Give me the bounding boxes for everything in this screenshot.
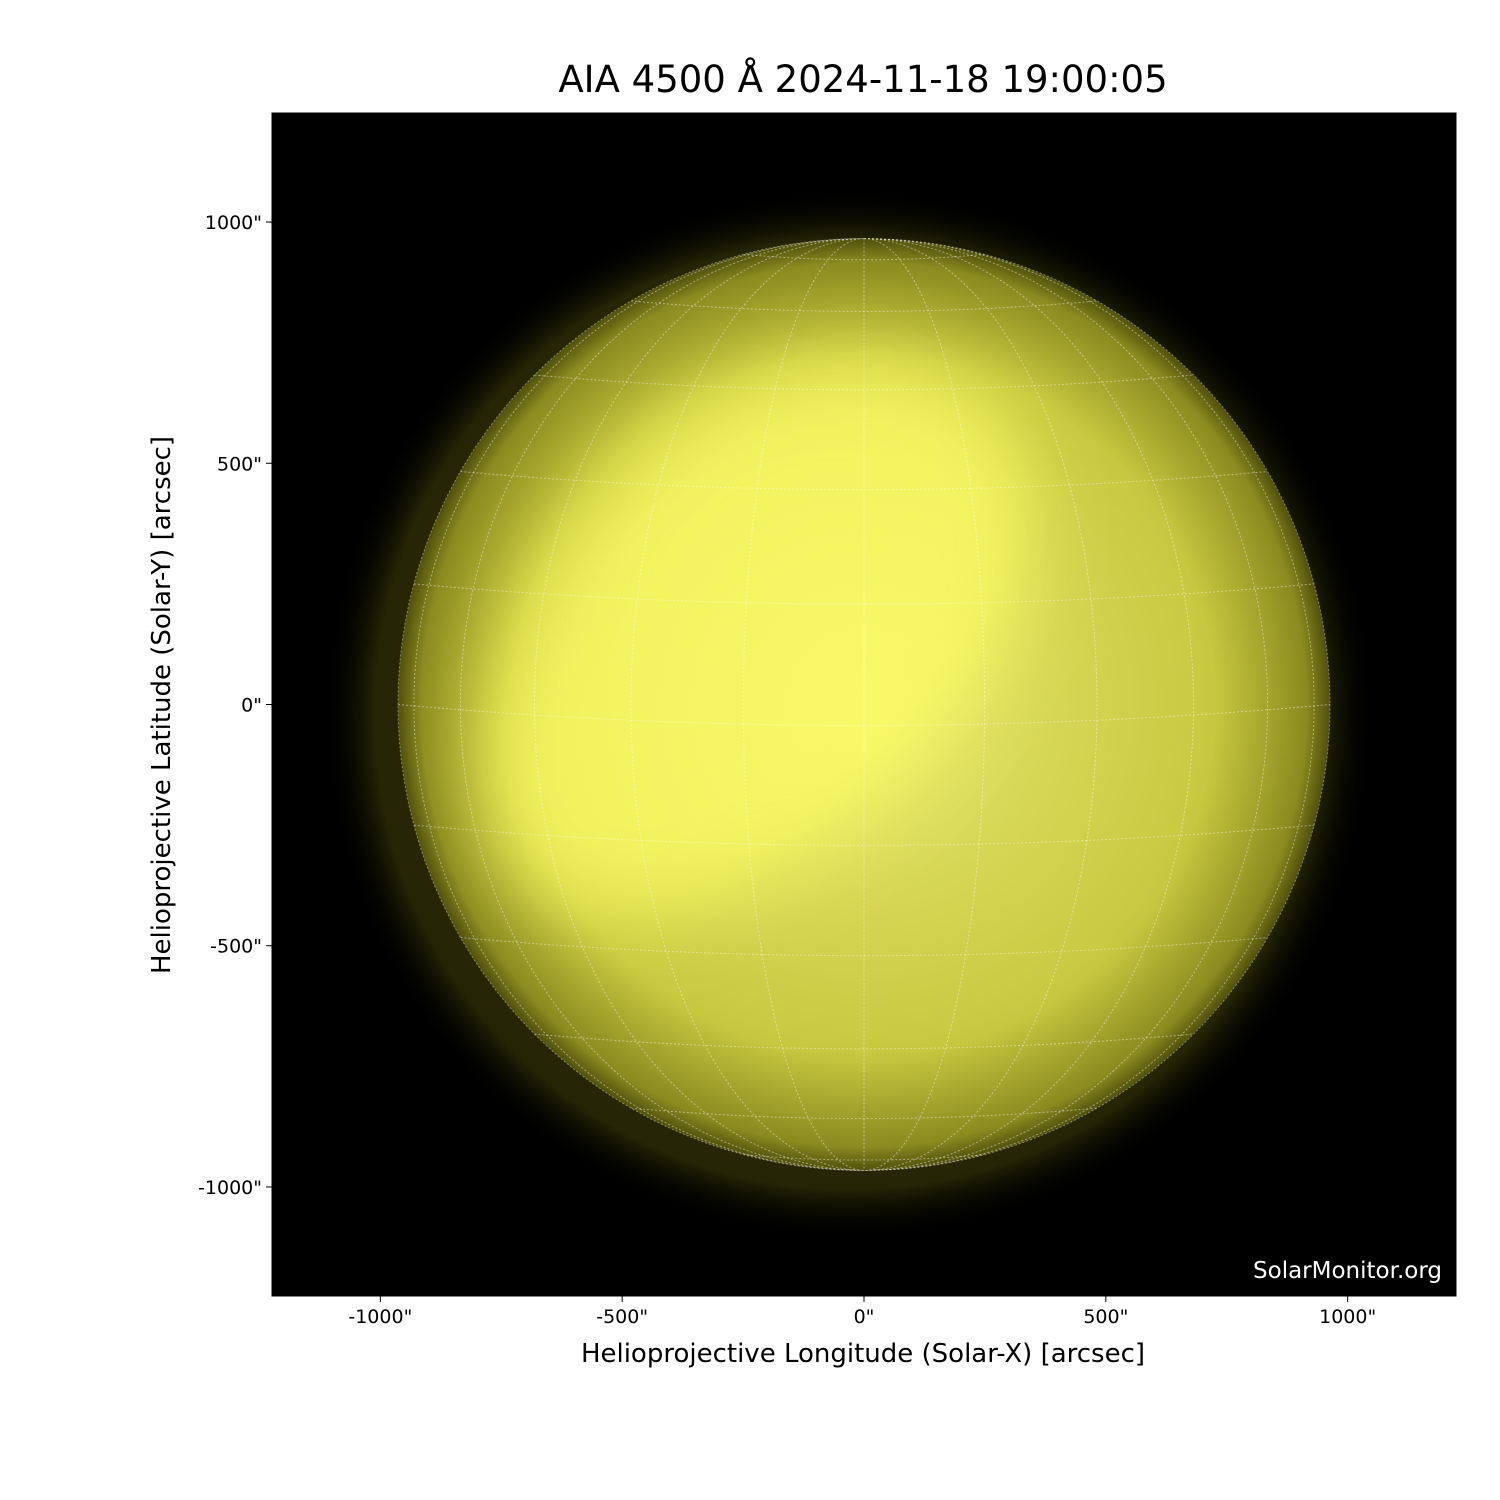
meridian (863, 238, 1098, 1171)
meridian (863, 238, 1195, 1171)
y-tick-label: 0" (241, 695, 262, 717)
meridian (863, 238, 986, 1171)
x-tick-label: 500" (1083, 1306, 1128, 1328)
parallel (534, 374, 1194, 391)
parallel (630, 300, 1098, 312)
parallel (630, 1107, 1098, 1120)
x-axis-label: Helioprojective Longitude (Solar-X) [arc… (581, 1339, 1145, 1369)
limb-darkening (398, 238, 1330, 1171)
parallel (398, 704, 1330, 726)
sun-image (323, 188, 1375, 1241)
parallel (534, 1033, 1194, 1050)
y-tick-label: 1000" (205, 212, 262, 234)
y-tick-label: 500" (217, 453, 262, 475)
heliographic-grid (398, 238, 1330, 1171)
watermark: SolarMonitor.org (1253, 1258, 1442, 1284)
y-tick-label: -1000" (198, 1177, 262, 1199)
meridian (413, 238, 865, 1171)
parallel (460, 471, 1268, 491)
parallel (743, 253, 985, 261)
bright-region (398, 238, 1330, 1171)
meridian (742, 238, 865, 1171)
y-tick-label: -500" (210, 936, 262, 958)
x-tick-label: 0" (854, 1306, 875, 1328)
limb-line (397, 238, 1331, 1171)
x-tick-label: 1000" (1319, 1306, 1376, 1328)
x-tick-label: -1000" (348, 1306, 412, 1328)
parallel (743, 1154, 985, 1161)
x-tick-label: -500" (596, 1306, 648, 1328)
meridian (533, 238, 865, 1171)
meridian (863, 238, 1315, 1171)
y-axis-label: Helioprojective Latitude (Solar-Y) [arcs… (147, 436, 177, 974)
meridian (630, 238, 865, 1171)
parallel (460, 937, 1268, 957)
chart-title: AIA 4500 Å 2024-11-18 19:00:05 (558, 57, 1167, 101)
